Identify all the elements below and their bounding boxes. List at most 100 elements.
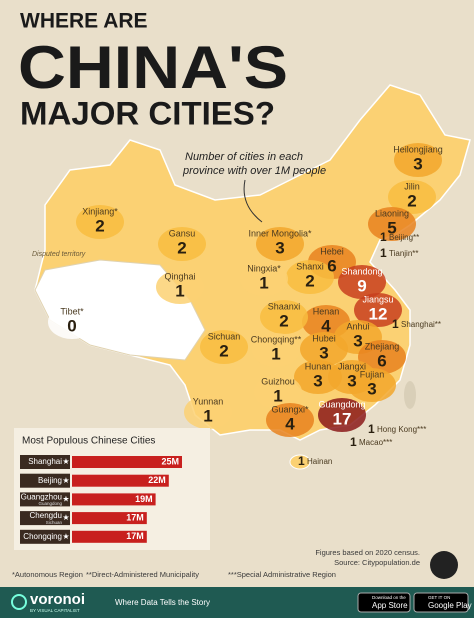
- category-note: Guangdong: [38, 501, 62, 506]
- footnote: ***Special Administrative Region: [228, 570, 336, 579]
- province-count: 3: [275, 238, 284, 257]
- star-icon: ★: [62, 476, 69, 485]
- province-count: 4: [321, 316, 331, 335]
- province-count: 2: [305, 271, 314, 290]
- value-label: 19M: [135, 494, 153, 504]
- province-count: 1: [350, 435, 357, 449]
- province-count: 2: [177, 238, 186, 257]
- label-box: [20, 529, 70, 544]
- bar: [72, 456, 182, 468]
- province-name: Heilongjiang: [393, 144, 443, 154]
- province-name: Shanxi: [296, 261, 324, 271]
- province-count: 9: [357, 276, 366, 295]
- star-icon: ★: [62, 532, 69, 541]
- province-name: Jiangxi: [338, 361, 366, 371]
- province-count: 1: [271, 344, 280, 363]
- bar: [72, 474, 169, 487]
- province-count: 1: [175, 281, 184, 300]
- brand: voronoi: [30, 591, 85, 608]
- hainan-island: [289, 454, 311, 470]
- province-shade: [266, 403, 314, 437]
- province-count: 2: [95, 216, 104, 235]
- province-name: Tianjin**: [389, 249, 419, 258]
- province-count: 1: [203, 406, 212, 425]
- annotation: Number of cities in each: [185, 151, 303, 163]
- province-shade: [260, 300, 308, 334]
- label-box: [20, 473, 70, 488]
- province-shade: [318, 398, 366, 432]
- province-count: 2: [407, 191, 416, 210]
- province-name: Guangdong: [318, 399, 365, 409]
- title-line-3: MAJOR CITIES?: [20, 95, 275, 131]
- province-name: Yunnan: [193, 396, 224, 406]
- province-shade: [240, 262, 288, 296]
- province-shade: [256, 227, 304, 261]
- province-shade: [158, 227, 206, 261]
- province-name: Tibet*: [60, 306, 84, 316]
- province-name: Chongqing**: [251, 334, 302, 344]
- title-line-1: WHERE ARE: [20, 10, 148, 33]
- bar: [72, 512, 147, 525]
- province-name: Fujian: [360, 369, 385, 379]
- province-name: Hubei: [312, 333, 336, 343]
- province-shade: [252, 333, 300, 367]
- province-shade: [294, 360, 342, 394]
- province-count: 3: [347, 371, 356, 390]
- province-shade: [394, 143, 442, 177]
- province-shade: [358, 340, 406, 374]
- province-name: Guangxi*: [271, 404, 309, 414]
- category-label: Shanghai: [28, 457, 62, 466]
- province-shade: [254, 375, 302, 409]
- province-shade: [354, 293, 402, 327]
- app-store-top: Download on the: [372, 595, 406, 600]
- province-name: Jiangsu: [362, 294, 393, 304]
- app-store-button[interactable]: [357, 592, 411, 613]
- province-count: 2: [279, 311, 288, 330]
- province-count: 3: [353, 331, 362, 350]
- province-count: 1: [380, 230, 387, 244]
- label-box: [20, 492, 70, 507]
- google-top: GET IT ON: [428, 595, 450, 600]
- annotation: province with over 1M people: [182, 165, 326, 177]
- bar: [72, 530, 147, 543]
- logo-badge: [430, 551, 458, 579]
- province-name: Gansu: [169, 228, 196, 238]
- bar: [72, 493, 156, 506]
- province-count: 6: [377, 351, 386, 370]
- category-label: Chongqing: [23, 532, 62, 541]
- value-label: 25M: [161, 456, 179, 466]
- map: [34, 84, 471, 470]
- province-count: 12: [369, 304, 388, 323]
- province-name: Xinjiang*: [82, 206, 118, 216]
- province-name: Hunan: [305, 361, 332, 371]
- province-shade: [48, 305, 96, 339]
- province-name: Guizhou: [261, 376, 295, 386]
- province-name: Anhui: [346, 321, 369, 331]
- google-play-button[interactable]: [413, 592, 469, 613]
- province-count: 3: [319, 343, 328, 362]
- census-note: Figures based on 2020 census.: [315, 548, 420, 557]
- star-icon: ★: [62, 495, 69, 504]
- tagline: Where Data Tells the Story: [115, 598, 210, 607]
- taiwan: [404, 381, 416, 409]
- province-count: 17: [333, 409, 352, 428]
- province-name: Beijing**: [389, 233, 419, 242]
- category-label: Chengdu: [30, 511, 62, 520]
- label-box: [20, 511, 70, 526]
- province-name: Sichuan: [208, 331, 241, 341]
- star-icon: ★: [62, 457, 69, 466]
- province-count: 3: [313, 371, 322, 390]
- value-label: 17M: [126, 512, 144, 522]
- label-box: [20, 455, 70, 469]
- province-count: 1: [368, 422, 375, 436]
- disputed-label: Disputed territory: [32, 251, 86, 258]
- province-name: Liaoning: [375, 208, 409, 218]
- province-shade: [156, 270, 204, 304]
- province-shade: [368, 207, 416, 241]
- category-note: Sichuan: [46, 520, 63, 525]
- province-count: 2: [219, 341, 228, 360]
- province-name: Hainan: [307, 457, 332, 466]
- province-count: 1: [273, 386, 282, 405]
- province-name: Zhejiang: [365, 341, 400, 351]
